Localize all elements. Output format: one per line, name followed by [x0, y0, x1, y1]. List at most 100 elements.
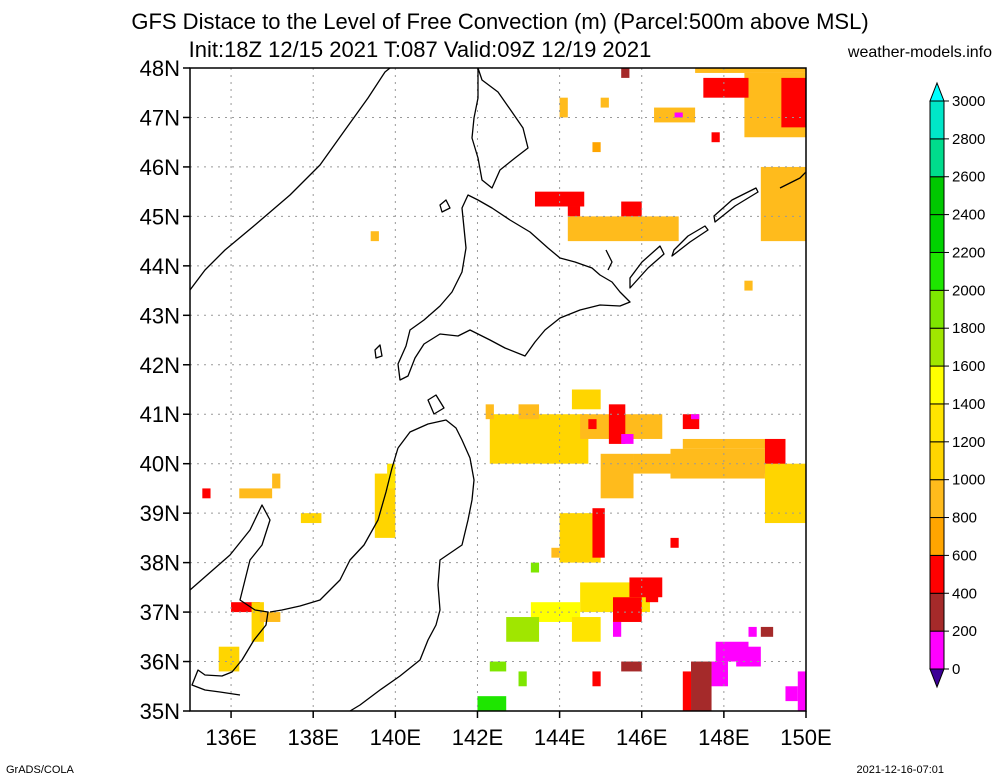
colorbar-label: 1400: [952, 396, 985, 413]
colorbar-segment: [929, 138, 945, 178]
y-tick-label: 37N: [140, 600, 180, 625]
heatmap-cell: [621, 434, 634, 444]
x-tick-label: 142E: [452, 725, 503, 750]
y-tick-label: 40N: [140, 452, 180, 477]
colorbar-segment: [929, 554, 945, 594]
heatmap-cell: [760, 626, 774, 637]
colorbar-label: 3000: [952, 93, 985, 110]
colorbar: 0 200 400 600 800 1000 1200 1400 1600 1800 2000 220…: [929, 81, 985, 689]
y-tick-label: 43N: [140, 303, 180, 328]
heatmap-cells: [202, 68, 806, 711]
heatmap-cell: [592, 671, 601, 687]
colorbar-label: 0: [952, 661, 960, 678]
heatmap-cell: [691, 414, 700, 420]
heatmap-cell: [518, 404, 540, 420]
colorbar-segment: [929, 327, 945, 367]
heatmap-cell: [703, 77, 749, 98]
colorbar-segment: [929, 100, 945, 140]
colorbar-segment: [929, 214, 945, 253]
colorbar-label: 1800: [952, 320, 985, 337]
heatmap-cell: [239, 488, 273, 499]
heatmap-cell: [567, 216, 679, 242]
heatmap-cell: [370, 231, 379, 242]
footer-timestamp: 2021-12-16-07:01: [856, 764, 944, 776]
heatmap-cell: [592, 508, 605, 558]
colorbar-label: 2800: [952, 131, 985, 148]
heatmap-cell: [781, 77, 806, 128]
y-tick-label: 36N: [140, 650, 180, 675]
heatmap-cell: [711, 661, 728, 687]
heatmap-cell: [489, 414, 589, 464]
colorbar-label: 400: [952, 585, 977, 602]
x-tick-label: 138E: [288, 725, 339, 750]
heatmap-cell: [600, 453, 634, 499]
heatmap-cell: [764, 463, 806, 524]
colorbar-upper-arrow: [929, 81, 945, 102]
chart-subtitle: Init:18Z 12/15 2021 T:087 Valid:09Z 12/1…: [188, 37, 652, 62]
y-tick-label: 44N: [140, 254, 180, 279]
colorbar-label: 2400: [952, 207, 985, 224]
gridlines: [190, 67, 807, 712]
heatmap-cell: [670, 448, 765, 479]
heatmap-cell: [695, 68, 806, 73]
x-tick-label: 136E: [205, 725, 256, 750]
heatmap-cell: [748, 626, 757, 637]
heatmap-cell: [797, 671, 806, 711]
heatmap-cell: [744, 280, 753, 291]
heatmap-cell: [571, 617, 601, 642]
x-tick-label: 144E: [534, 725, 585, 750]
heatmap-cell: [231, 602, 260, 613]
colorbar-segment: [929, 403, 945, 443]
colorbar-label: 2600: [952, 169, 985, 186]
heatmap-cell: [259, 612, 281, 622]
colorbar-label: 2000: [952, 282, 985, 299]
y-tick-label: 42N: [140, 353, 180, 378]
heatmap-cell: [272, 473, 281, 489]
colorbar-segment: [929, 289, 945, 329]
colorbar-segment: [929, 251, 945, 291]
heatmap-cell: [621, 201, 642, 217]
x-tick-label: 150E: [780, 725, 831, 750]
heatmap-cell: [518, 671, 527, 687]
heatmap-cell: [785, 686, 798, 702]
y-tick-label: 39N: [140, 501, 180, 526]
heatmap-cell: [551, 547, 560, 558]
colorbar-label: 2200: [952, 244, 985, 261]
heatmap-cell: [682, 438, 786, 449]
heatmap-cell: [612, 597, 642, 622]
colorbar-segment: [929, 630, 945, 670]
site-credit: weather-models.info: [847, 44, 992, 61]
plot-frame: [189, 67, 807, 712]
heatmap-cell: [711, 132, 720, 143]
heatmap-cell: [670, 537, 679, 548]
colorbar-label: 1000: [952, 472, 985, 489]
footer-software-label: GrADS/COLA: [6, 764, 74, 776]
colorbar-label: 1600: [952, 358, 985, 375]
colorbar-label: 800: [952, 510, 977, 527]
heatmap-cell: [608, 404, 626, 444]
heatmap-cell: [682, 671, 692, 711]
heatmap-cell: [592, 142, 601, 153]
colorbar-segment: [929, 441, 945, 481]
y-tick-label: 45N: [140, 204, 180, 229]
x-tick-label: 146E: [616, 725, 667, 750]
heatmap-cell: [674, 112, 683, 118]
heatmap-cell: [612, 621, 622, 637]
colorbar-label: 200: [952, 623, 977, 640]
heatmap-cell: [506, 617, 540, 642]
heatmap-cell: [374, 473, 396, 538]
y-tick-label: 41N: [140, 402, 180, 427]
heatmap-cell: [530, 562, 540, 573]
heatmap-cell: [736, 646, 761, 667]
x-axis: 136E 138E 140E 142E 144E 146E 148E 150E: [205, 711, 832, 750]
colorbar-segment: [929, 592, 945, 632]
heatmap-cell: [571, 389, 601, 410]
heatmap-cell: [600, 97, 609, 108]
heatmap-cell: [621, 68, 630, 78]
heatmap-cell: [485, 404, 494, 420]
colorbar-segment: [929, 517, 945, 556]
chart-title: GFS Distace to the Level of Free Convect…: [131, 9, 869, 34]
heatmap-cell: [300, 513, 322, 524]
colorbar-label: 600: [952, 547, 977, 564]
